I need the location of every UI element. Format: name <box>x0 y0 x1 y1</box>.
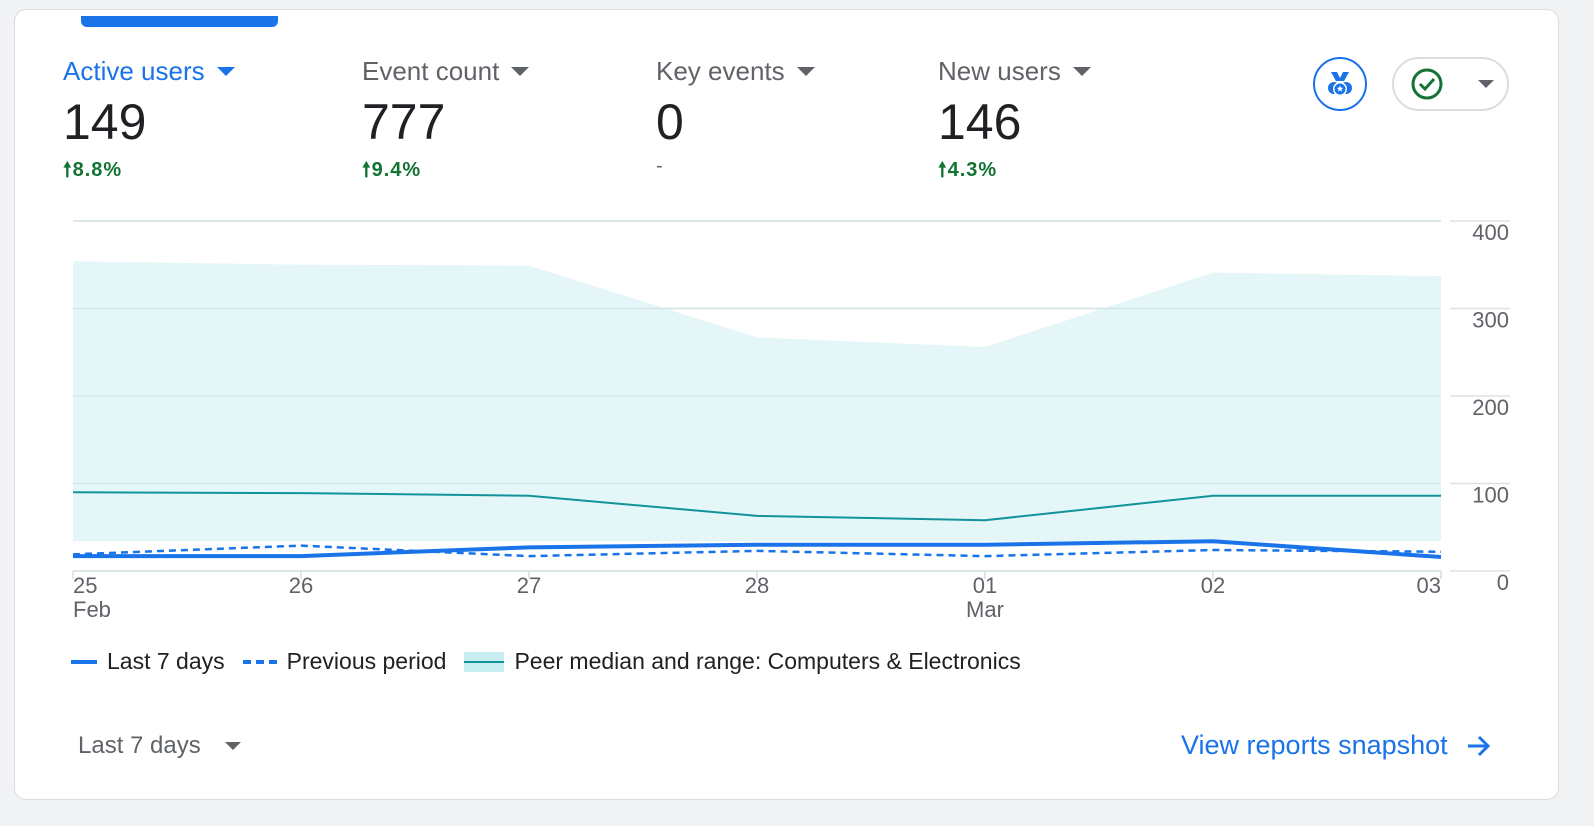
caret-down-icon <box>511 67 530 76</box>
metric-new-users[interactable]: New users 146 🠕4.3% <box>938 56 1091 189</box>
solid-line-swatch <box>71 659 97 664</box>
x-tick-label: 01 <box>973 573 997 598</box>
check-circle-icon <box>1411 68 1443 100</box>
data-quality-dropdown[interactable] <box>1392 57 1509 111</box>
legend-item-peer: Peer median and range: Computers & Elect… <box>464 648 1021 675</box>
change-text: 9.4% <box>371 159 422 181</box>
metric-value: 0 <box>656 94 684 150</box>
metric-value: 777 <box>362 94 446 150</box>
y-tick-label: 200 <box>1472 395 1509 420</box>
benchmark-button[interactable] <box>1313 57 1367 111</box>
caret-down-icon <box>1478 80 1494 88</box>
y-tick-label: 300 <box>1472 308 1509 333</box>
date-range-dropdown[interactable]: Last 7 days <box>78 732 241 760</box>
metric-label[interactable]: New users <box>938 56 1091 87</box>
x-tick-label: 26 <box>289 573 313 598</box>
y-tick-label: 0 <box>1497 570 1509 595</box>
legend-label: Peer median and range: Computers & Elect… <box>514 648 1021 674</box>
metric-label-text: Key events <box>656 56 785 86</box>
last-7-days-line <box>73 539 1442 559</box>
metric-value: 149 <box>63 94 147 150</box>
metric-label-text: New users <box>938 56 1061 86</box>
peer-median-line <box>72 491 1441 522</box>
metric-event-count[interactable]: Event count 777 🠕9.4% <box>362 56 530 189</box>
band-swatch <box>464 651 505 672</box>
x-tick-label: 25 <box>73 573 97 598</box>
x-tick-sublabel: Mar <box>966 597 1004 622</box>
metric-label[interactable]: Key events <box>656 56 815 87</box>
legend-label: Last 7 days <box>107 648 225 674</box>
active-tab-indicator <box>81 16 278 27</box>
metric-label[interactable]: Active users <box>63 56 235 87</box>
y-tick-label: 400 <box>1472 220 1509 245</box>
metric-label-text: Active users <box>63 56 205 86</box>
metric-value: 146 <box>938 94 1022 150</box>
date-range-label: Last 7 days <box>78 732 201 759</box>
x-tick-label: 02 <box>1201 573 1225 598</box>
caret-down-icon <box>1072 67 1091 76</box>
dashed-line-swatch <box>242 659 277 664</box>
change-text: 8.8% <box>72 159 123 181</box>
x-tick-sublabel: Feb <box>73 597 111 622</box>
y-tick-label: 100 <box>1472 483 1509 508</box>
metric-label[interactable]: Event count <box>362 56 530 87</box>
x-tick-label: 03 <box>1417 573 1441 598</box>
link-label: View reports snapshot <box>1181 730 1448 760</box>
peer-range-band <box>73 261 1441 542</box>
chart-legend: Last 7 days Previous period Peer median … <box>71 648 1039 675</box>
metric-label-text: Event count <box>362 56 500 86</box>
medal-icon <box>1328 72 1352 96</box>
legend-item-previous-period: Previous period <box>242 648 447 675</box>
x-tick-label: 27 <box>517 573 541 598</box>
change-text: 4.3% <box>947 159 998 181</box>
metric-change: 🠕4.3% <box>938 159 998 181</box>
metric-change: 🠕9.4% <box>362 159 422 181</box>
metric-key-events[interactable]: Key events 0 - <box>656 56 815 178</box>
caret-down-icon <box>224 742 241 750</box>
x-tick-label: 28 <box>745 573 769 598</box>
metric-change: - <box>656 155 664 177</box>
metric-change: 🠕8.8% <box>63 159 123 181</box>
caret-down-icon <box>796 67 815 76</box>
legend-label: Previous period <box>286 648 447 674</box>
metric-active-users[interactable]: Active users 149 🠕8.8% <box>63 56 235 189</box>
caret-down-icon <box>216 67 235 76</box>
view-reports-snapshot-link[interactable]: View reports snapshot <box>1181 730 1492 761</box>
arrow-right-icon <box>1467 735 1490 756</box>
legend-item-last-7-days: Last 7 days <box>71 648 225 675</box>
